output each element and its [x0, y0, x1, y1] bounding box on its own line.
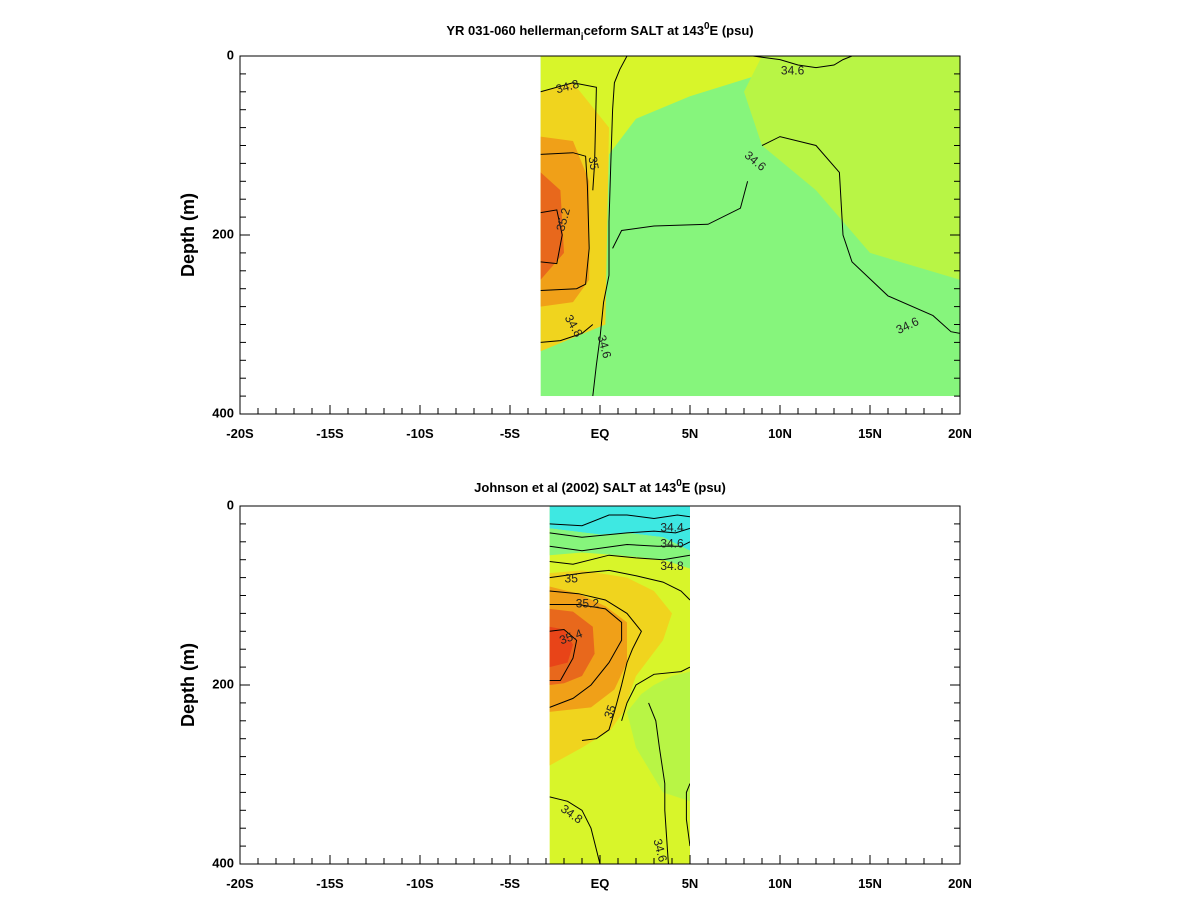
- contour-label: 35: [565, 572, 579, 586]
- y-axis-label: Depth (m): [178, 193, 198, 277]
- contour-label: 34.8: [554, 77, 580, 97]
- contour-line-34-8: [540, 82, 597, 191]
- chart-title: YR 031-060 hellermaniceform SALT at 1430…: [446, 21, 753, 43]
- y-tick-label: 0: [227, 47, 234, 62]
- contour-line-34-8: [540, 324, 594, 343]
- x-tick-label: -10S: [406, 426, 434, 441]
- contour-label: 34.4: [660, 521, 684, 535]
- x-tick-label: 5N: [682, 426, 699, 441]
- contour-line-34-8: [549, 554, 690, 565]
- contour-line-34-4: [549, 514, 690, 527]
- contour-line-34-8: [549, 796, 601, 864]
- contour-line-34-6: [685, 783, 690, 847]
- y-tick-label: 0: [227, 497, 234, 512]
- salinity-band-34-5: [549, 528, 690, 569]
- salinity-band-34-7: [627, 671, 690, 802]
- x-tick-label: 20N: [948, 426, 972, 441]
- x-tick-label: 20N: [948, 876, 972, 891]
- contour-line-34-6: [549, 541, 690, 552]
- contour-label: 35.2: [576, 597, 600, 611]
- x-tick-label: 5N: [682, 876, 699, 891]
- y-tick-label: 200: [212, 676, 234, 691]
- contour-line-35: [549, 569, 690, 601]
- contour-label: 35: [601, 703, 619, 721]
- contour-label: 35.2: [553, 206, 573, 232]
- contour-label: 34.8: [660, 559, 684, 573]
- contour-line-34-6: [761, 136, 960, 334]
- contour-label: 34.6: [595, 334, 615, 360]
- y-tick-label: 400: [212, 405, 234, 420]
- salinity-band-35-45: [549, 626, 573, 668]
- x-tick-label: -20S: [226, 426, 254, 441]
- y-tick-label: 200: [212, 226, 234, 241]
- salinity-band-34-75: [744, 56, 960, 280]
- chart-title: Johnson et al (2002) SALT at 1430E (psu): [474, 478, 726, 495]
- x-tick-label: -5S: [500, 426, 521, 441]
- contour-line-34-6: [592, 56, 628, 397]
- x-tick-label: EQ: [591, 876, 610, 891]
- contour-label: 34.6: [650, 837, 670, 863]
- x-tick-label: -10S: [406, 876, 434, 891]
- salinity-band-35-2: [540, 172, 564, 280]
- x-tick-label: -15S: [316, 876, 344, 891]
- contour-line-35-2: [549, 604, 623, 708]
- x-tick-label: -5S: [500, 876, 521, 891]
- x-tick-label: -15S: [316, 426, 344, 441]
- contour-line-35: [621, 666, 690, 721]
- x-tick-label: 10N: [768, 876, 792, 891]
- x-tick-label: EQ: [591, 426, 610, 441]
- x-tick-label: 15N: [858, 426, 882, 441]
- x-tick-label: -20S: [226, 876, 254, 891]
- contour-line-35: [549, 590, 642, 741]
- contour-label: 35: [586, 155, 602, 171]
- contour-line-34-4: [549, 527, 690, 538]
- contour-line-35-4: [549, 628, 578, 681]
- x-tick-label: 10N: [768, 426, 792, 441]
- salinity-band-34-3: [549, 506, 690, 551]
- contour-line-34-6: [648, 702, 669, 864]
- contour-label: 34.6: [660, 537, 684, 551]
- contour-line-35-2: [540, 209, 563, 265]
- contour-line-34-6: [752, 56, 853, 69]
- y-tick-label: 400: [212, 855, 234, 870]
- contour-lines: [540, 56, 960, 397]
- y-axis-label: Depth (m): [178, 643, 198, 727]
- contour-label: 34.6: [781, 63, 805, 77]
- contour-line-34-6: [612, 181, 749, 249]
- contour-lines: [549, 514, 690, 864]
- x-tick-label: 15N: [858, 876, 882, 891]
- contour-line-35: [540, 152, 590, 291]
